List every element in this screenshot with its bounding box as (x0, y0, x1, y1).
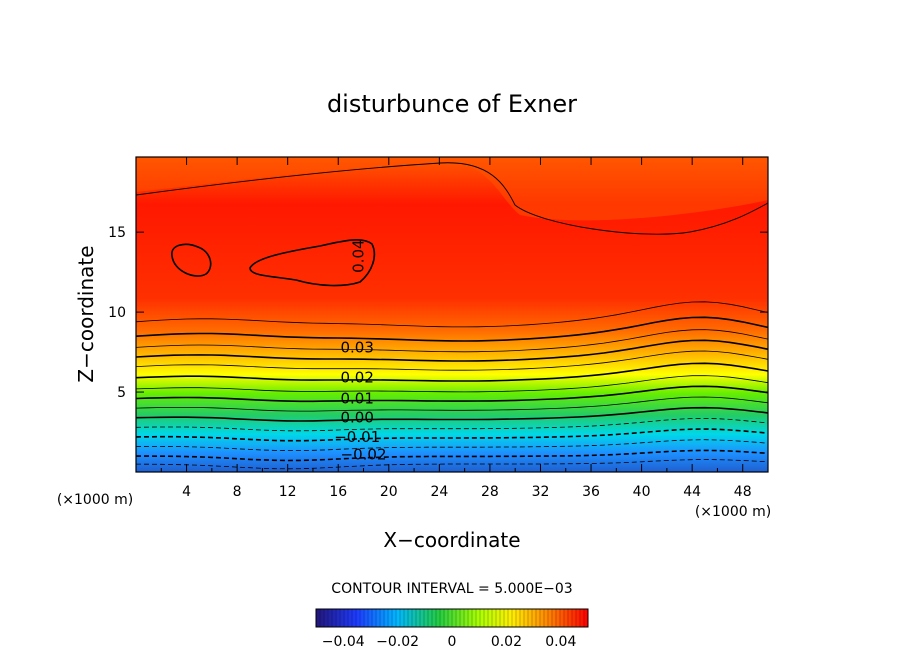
contour-label: 0.04 (350, 239, 368, 272)
x-tick-label: 8 (233, 484, 242, 500)
contour-line (136, 339, 768, 362)
y-tick-label: 5 (117, 385, 126, 401)
contour-interval-label: CONTOUR INTERVAL = 5.000E−03 (331, 581, 572, 597)
contour-line (136, 439, 768, 451)
contour-line (136, 362, 768, 382)
x-tick-label: 12 (279, 484, 297, 500)
contour-line (136, 301, 768, 328)
colorbar-tick-label: −0.02 (376, 634, 419, 650)
contour-labels: 0.04 0.03 0.02 0.01 0.00−0.01−0.02 (334, 239, 386, 463)
x-tick-label: 44 (683, 484, 701, 500)
x-tick-label: 48 (734, 484, 752, 500)
x-tick-label: 4 (182, 484, 191, 500)
y-tick-label: 10 (108, 305, 126, 321)
y-axis-ticks: 5 10 15 (108, 225, 768, 401)
x-tick-label: 20 (380, 484, 398, 500)
contour-line (136, 417, 768, 432)
x-axis-label: X−coordinate (383, 528, 520, 552)
colorbar-tick-label: 0.02 (491, 634, 522, 650)
colorbar-tick-label: 0.04 (545, 634, 576, 650)
x-tick-label: 16 (329, 484, 347, 500)
contour-label: 0.00 (340, 409, 373, 427)
contour-label: 0.01 (340, 389, 373, 407)
contour-line (136, 385, 768, 403)
x-axis-unit: (×1000 m) (695, 504, 771, 520)
contour-line (136, 406, 768, 422)
contour-label: −0.02 (341, 445, 387, 463)
y-axis-unit: (×1000 m) (57, 492, 133, 508)
contour-line (136, 396, 768, 412)
x-tick-label: 40 (633, 484, 651, 500)
x-tick-label: 36 (582, 484, 600, 500)
x-axis-ticks: 4 8 12 16 20 24 28 32 36 40 44 48 (160, 157, 752, 500)
contour-label: 0.03 (340, 338, 373, 356)
x-tick-label: 32 (532, 484, 550, 500)
y-tick-label: 15 (108, 225, 126, 241)
colorbar-stripes (319, 609, 585, 627)
upper-contour-line (136, 162, 768, 235)
contour-max-center (249, 238, 376, 287)
contour-line (136, 350, 768, 371)
upper-orange-region (136, 157, 768, 221)
colorbar-tick-label: 0 (448, 634, 457, 650)
colorbar-frame (315, 608, 589, 628)
contour-label: 0.02 (340, 369, 373, 387)
contour-label: −0.01 (334, 428, 380, 446)
contour-max-left (171, 243, 212, 277)
contour-line (136, 449, 768, 462)
y-axis-label: Z−coordinate (74, 245, 98, 382)
colorbar: −0.04 −0.02 0 0.02 0.04 (315, 608, 589, 650)
chart-title: disturbunce of Exner (327, 90, 577, 118)
x-tick-label: 28 (481, 484, 499, 500)
contour-line (136, 316, 768, 342)
colorbar-ticks: −0.04 −0.02 0 0.02 0.04 (322, 634, 577, 650)
x-tick-label: 24 (430, 484, 448, 500)
plot-frame (135, 156, 769, 473)
contour-line (136, 459, 768, 470)
contour-lines (136, 301, 768, 470)
contour-line (136, 329, 768, 353)
contour-line (136, 375, 768, 393)
plot-area (136, 157, 768, 472)
contour-line (136, 428, 768, 442)
colorbar-tick-label: −0.04 (322, 634, 365, 650)
